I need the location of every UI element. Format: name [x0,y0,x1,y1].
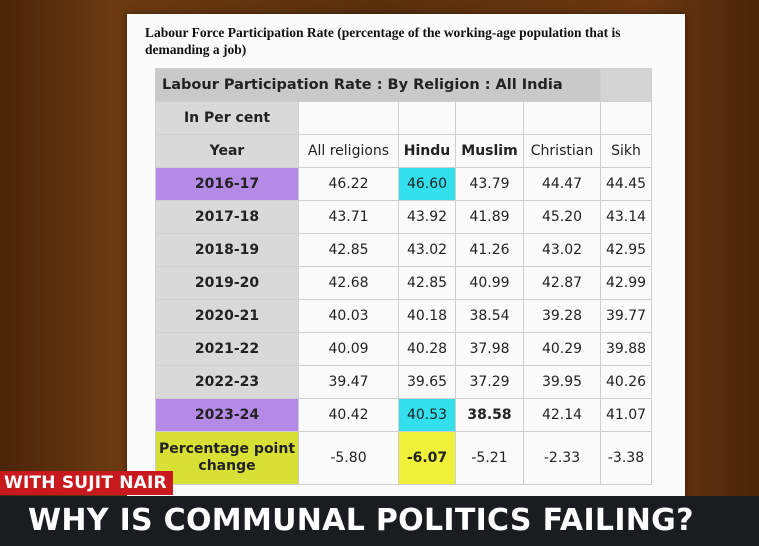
value-cell: 40.42 [298,398,399,432]
value-cell: 38.54 [455,299,524,333]
year-cell: 2022-23 [155,365,299,399]
value-cell: 37.98 [455,332,524,366]
table-title-blank [600,68,652,102]
change-label-line1: Percentage point [158,441,296,457]
value-cell: 41.07 [600,398,652,432]
table-row: 2021-22 40.09 40.28 37.98 40.29 39.88 [155,332,652,366]
value-cell: 40.26 [600,365,652,399]
year-cell: 2019-20 [155,266,299,300]
year-cell: 2017-18 [155,200,299,234]
change-label-line2: change [198,458,256,474]
unit-label: In Per cent [155,101,299,135]
year-cell: 2018-19 [155,233,299,267]
table-row: 2017-18 43.71 43.92 41.89 45.20 43.14 [155,200,652,234]
value-cell: 42.14 [523,398,601,432]
value-cell: 46.22 [298,167,399,201]
year-cell: 2023-24 [155,398,299,432]
change-row: Percentage point change -5.80 -6.07 -5.2… [155,431,652,485]
column-header-all-religions: All religions [298,134,399,168]
table-title-row: Labour Participation Rate : By Religion … [155,68,652,102]
page-heading: Labour Force Participation Rate (percent… [145,25,621,57]
value-cell: 42.85 [398,266,456,300]
change-cell: -3.38 [600,431,652,485]
value-cell: 39.88 [600,332,652,366]
value-cell: 40.53 [398,398,456,432]
value-cell: 46.60 [398,167,456,201]
value-cell: 45.20 [523,200,601,234]
value-cell: 41.26 [455,233,524,267]
value-cell: 43.02 [523,233,601,267]
table-row: 2019-20 42.68 42.85 40.99 42.87 42.99 [155,266,652,300]
column-header-muslim: Muslim [455,134,524,168]
value-cell: 44.45 [600,167,652,201]
year-cell: 2020-21 [155,299,299,333]
column-header-sikh: Sikh [600,134,652,168]
value-cell: 42.87 [523,266,601,300]
change-cell: -2.33 [523,431,601,485]
table-row: 2016-17 46.22 46.60 43.79 44.47 44.45 [155,167,652,201]
value-cell: 39.65 [398,365,456,399]
value-cell: 39.28 [523,299,601,333]
year-header: Year [155,134,299,168]
value-cell: 43.14 [600,200,652,234]
value-cell: 40.28 [398,332,456,366]
table-row: 2018-19 42.85 43.02 41.26 43.02 42.95 [155,233,652,267]
document-page: Labour Force Participation Rate (percent… [127,14,685,499]
value-cell: 43.92 [398,200,456,234]
table-title: Labour Participation Rate : By Religion … [155,68,601,102]
year-cell: 2016-17 [155,167,299,201]
headline-banner: WHY IS COMMUNAL POLITICS FAILING? [0,496,759,546]
value-cell: 39.77 [600,299,652,333]
unit-row: In Per cent [155,101,652,135]
participation-table: Labour Participation Rate : By Religion … [155,68,652,485]
value-cell: 40.03 [298,299,399,333]
value-cell: 42.68 [298,266,399,300]
value-cell: 38.58 [455,398,524,432]
table-row: 2023-24 40.42 40.53 38.58 42.14 41.07 [155,398,652,432]
change-cell: -5.21 [455,431,524,485]
value-cell: 43.02 [398,233,456,267]
value-cell: 40.29 [523,332,601,366]
value-cell: 40.99 [455,266,524,300]
value-cell: 42.85 [298,233,399,267]
value-cell: 41.89 [455,200,524,234]
column-header-christian: Christian [523,134,601,168]
value-cell: 40.09 [298,332,399,366]
change-cell: -6.07 [398,431,456,485]
value-cell: 37.29 [455,365,524,399]
change-cell: -5.80 [298,431,399,485]
presenter-badge: WITH SUJIT NAIR [0,471,173,495]
value-cell: 40.18 [398,299,456,333]
column-header-hindu: Hindu [398,134,456,168]
table-row: 2020-21 40.03 40.18 38.54 39.28 39.77 [155,299,652,333]
value-cell: 39.47 [298,365,399,399]
value-cell: 43.71 [298,200,399,234]
table-row: 2022-23 39.47 39.65 37.29 39.95 40.26 [155,365,652,399]
header-row: Year All religions Hindu Muslim Christia… [155,134,652,168]
value-cell: 39.95 [523,365,601,399]
change-label: Percentage point change [155,431,299,485]
value-cell: 42.95 [600,233,652,267]
year-cell: 2021-22 [155,332,299,366]
value-cell: 43.79 [455,167,524,201]
value-cell: 44.47 [523,167,601,201]
value-cell: 42.99 [600,266,652,300]
